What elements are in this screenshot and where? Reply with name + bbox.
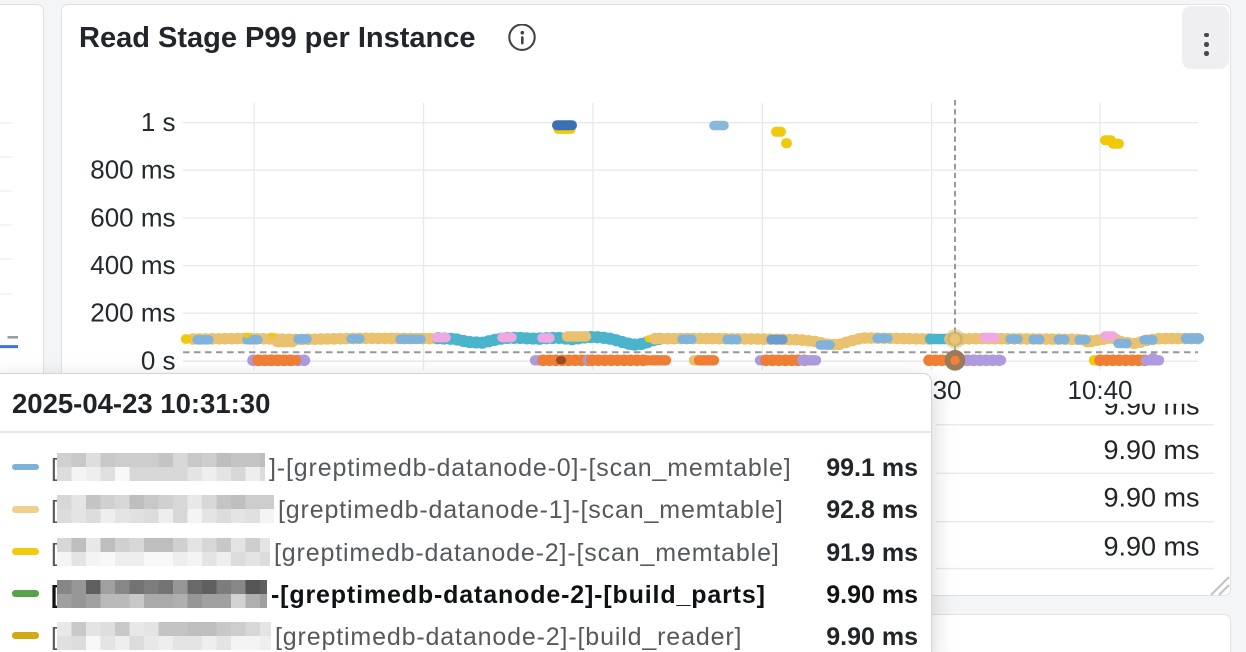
- svg-text:9.90 ms: 9.90 ms: [1103, 390, 1199, 420]
- svg-text:0 s: 0 s: [141, 346, 176, 376]
- svg-text:800 ms: 800 ms: [90, 155, 175, 185]
- svg-text:600 ms: 600 ms: [90, 202, 175, 232]
- svg-text:200 ms: 200 ms: [90, 298, 175, 328]
- svg-text:400 ms: 400 ms: [90, 250, 175, 280]
- svg-text:9.90 ms: 9.90 ms: [1103, 531, 1199, 561]
- svg-text:10:40: 10:40: [1067, 375, 1132, 405]
- svg-text:9.90 ms: 9.90 ms: [1103, 483, 1199, 513]
- svg-text:9.90 ms: 9.90 ms: [1103, 435, 1199, 465]
- svg-text:1 s: 1 s: [141, 107, 176, 137]
